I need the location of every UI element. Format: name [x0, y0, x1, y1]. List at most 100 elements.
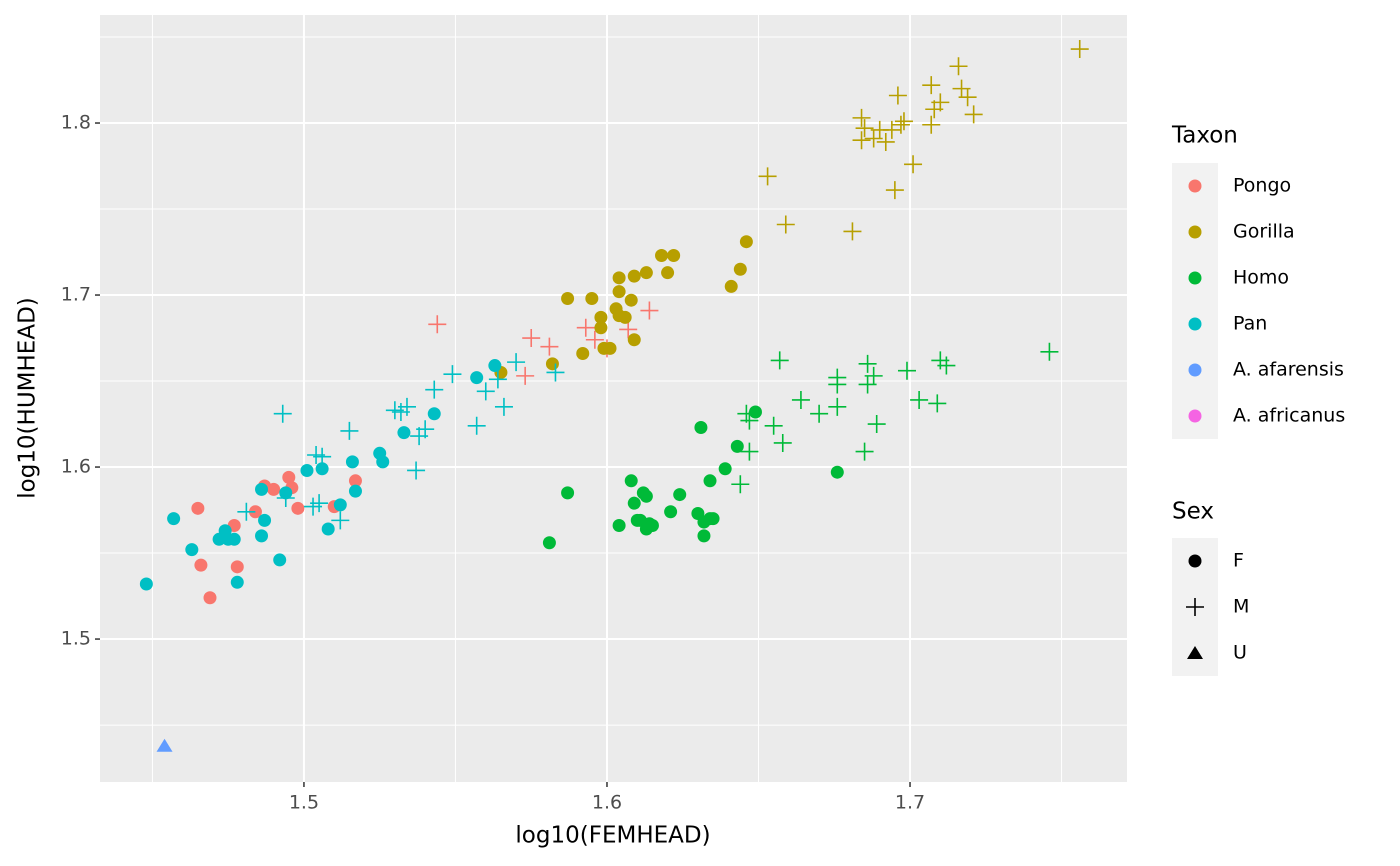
point	[618, 310, 632, 324]
point	[773, 433, 792, 452]
point	[737, 404, 756, 423]
point	[255, 529, 269, 543]
point	[315, 462, 329, 476]
point	[300, 463, 314, 477]
point	[706, 512, 720, 526]
point	[891, 115, 910, 134]
point	[931, 93, 950, 112]
point	[407, 461, 426, 480]
point	[858, 354, 877, 373]
legend-swatch	[1188, 225, 1202, 239]
point	[770, 351, 789, 370]
point	[443, 365, 462, 384]
point	[810, 404, 829, 423]
point	[248, 505, 262, 519]
point	[594, 321, 608, 335]
point	[730, 439, 744, 453]
point	[739, 235, 753, 249]
point	[191, 501, 205, 515]
point	[321, 522, 335, 536]
point	[958, 88, 977, 107]
point	[516, 366, 535, 385]
point	[640, 301, 659, 320]
legend-swatch	[1187, 646, 1203, 659]
point	[897, 361, 916, 380]
legend-label: Pongo	[1233, 175, 1291, 197]
point	[542, 536, 556, 550]
point	[585, 291, 599, 305]
point	[922, 76, 941, 95]
point	[949, 57, 968, 76]
point	[639, 489, 653, 503]
point	[724, 279, 738, 293]
point	[864, 366, 883, 385]
point	[185, 543, 199, 557]
point	[139, 577, 153, 591]
y-axis-title: log10(HUMHEAD)	[15, 297, 41, 499]
point	[273, 553, 287, 567]
point	[230, 560, 244, 574]
point	[639, 266, 653, 280]
point	[828, 368, 847, 387]
point	[576, 318, 595, 337]
legend-label: U	[1233, 642, 1247, 664]
point	[855, 119, 874, 138]
point	[522, 329, 541, 348]
point	[1070, 40, 1089, 59]
point	[340, 421, 359, 440]
point	[348, 474, 362, 488]
point	[273, 404, 292, 423]
point	[612, 271, 626, 285]
legend-label: M	[1233, 596, 1249, 618]
legend-label: A. africanus	[1233, 405, 1345, 427]
point	[576, 347, 590, 361]
point	[282, 470, 296, 484]
point	[291, 501, 305, 515]
point	[594, 310, 608, 324]
point	[733, 262, 747, 276]
point	[964, 105, 983, 124]
point	[718, 462, 732, 476]
point	[488, 359, 502, 373]
point	[540, 337, 559, 356]
point	[748, 405, 762, 419]
point	[427, 407, 441, 421]
point	[376, 455, 390, 469]
panel	[100, 15, 1127, 782]
point	[348, 484, 362, 498]
legend-swatch	[1186, 598, 1204, 616]
point	[627, 496, 641, 510]
point	[397, 426, 411, 440]
point	[428, 315, 447, 334]
legend-label: Pan	[1233, 313, 1267, 335]
point	[624, 474, 638, 488]
point	[661, 266, 675, 280]
point	[655, 248, 669, 262]
point	[619, 320, 638, 339]
point	[313, 447, 332, 466]
point	[904, 155, 923, 174]
point	[258, 513, 272, 527]
point	[694, 420, 708, 434]
point	[882, 120, 901, 139]
point	[494, 397, 513, 416]
point	[776, 215, 795, 234]
point	[561, 291, 575, 305]
point	[470, 371, 484, 385]
point	[488, 370, 507, 389]
point	[585, 330, 604, 349]
point	[467, 416, 486, 435]
point	[1040, 342, 1059, 361]
legend-label: Homo	[1233, 267, 1289, 289]
point	[194, 558, 208, 572]
legend-label: F	[1233, 550, 1244, 572]
point	[507, 353, 526, 372]
x-tick-label: 1.7	[895, 792, 925, 814]
point	[852, 131, 871, 150]
point	[876, 132, 895, 151]
point	[561, 486, 575, 500]
legend-swatch	[1188, 554, 1202, 568]
point	[612, 285, 626, 299]
point	[830, 465, 844, 479]
point	[546, 363, 565, 382]
